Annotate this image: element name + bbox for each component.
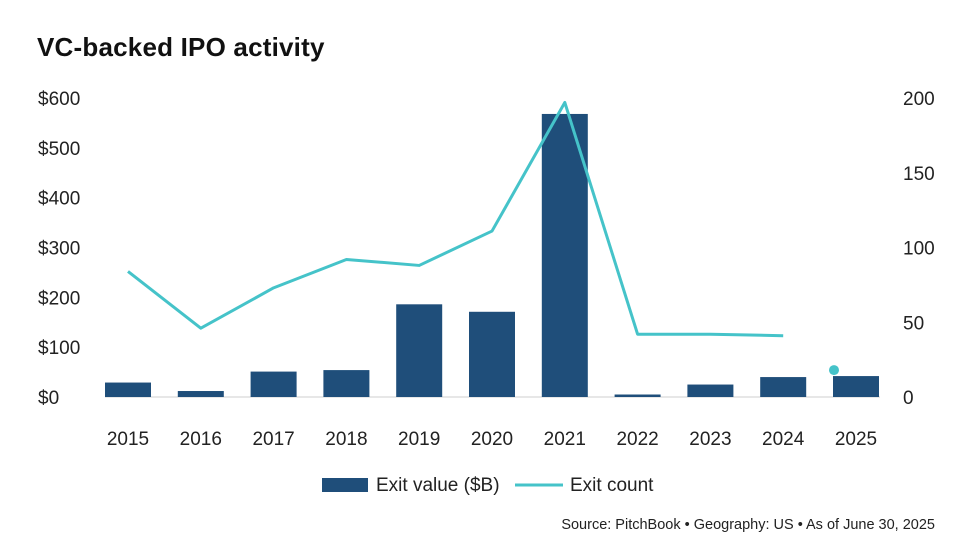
bar-series bbox=[105, 113, 879, 398]
chart-title: VC-backed IPO activity bbox=[37, 32, 325, 62]
bar bbox=[760, 377, 807, 397]
legend: Exit value ($B) Exit count bbox=[322, 475, 654, 496]
left-tick-label: $600 bbox=[38, 89, 80, 110]
right-axis: 0 50 100 150 200 bbox=[903, 89, 935, 409]
line-path bbox=[127, 100, 784, 338]
x-tick-label: 2025 bbox=[835, 429, 877, 450]
x-tick-label: 2020 bbox=[471, 429, 513, 450]
x-tick-label: 2022 bbox=[616, 429, 658, 450]
bar bbox=[614, 394, 661, 397]
bar bbox=[469, 311, 515, 397]
left-tick-label: $400 bbox=[38, 189, 80, 210]
source-note: Source: PitchBook • Geography: US • As o… bbox=[561, 517, 935, 533]
x-tick-label: 2024 bbox=[762, 429, 805, 450]
x-tick-label: 2021 bbox=[544, 429, 586, 450]
x-tick-label: 2023 bbox=[689, 429, 731, 450]
x-tick-label: 2019 bbox=[398, 429, 440, 450]
bar bbox=[541, 113, 588, 398]
bar bbox=[105, 382, 151, 397]
left-tick-label: $100 bbox=[38, 338, 80, 359]
left-axis: $0 $100 $200 $300 $400 $500 $600 bbox=[38, 89, 80, 409]
bar bbox=[396, 304, 443, 397]
right-tick-label: 150 bbox=[903, 164, 935, 185]
legend-label-exit-value: Exit value ($B) bbox=[376, 475, 500, 496]
bar bbox=[323, 370, 370, 397]
x-axis: 2015 2016 2017 2018 2019 2020 2021 2022 2023 2024… bbox=[107, 429, 877, 450]
right-tick-label: 50 bbox=[903, 313, 924, 334]
left-tick-label: $200 bbox=[38, 288, 80, 309]
bar bbox=[687, 384, 734, 397]
right-tick-label: 100 bbox=[903, 239, 935, 260]
left-tick-label: $300 bbox=[38, 239, 80, 260]
legend-bar-swatch bbox=[322, 478, 368, 492]
right-tick-label: 0 bbox=[903, 388, 914, 409]
line-series bbox=[127, 100, 839, 376]
legend-label-exit-count: Exit count bbox=[570, 475, 654, 496]
left-tick-label: $0 bbox=[38, 388, 59, 409]
x-tick-label: 2015 bbox=[107, 429, 149, 450]
x-tick-label: 2016 bbox=[180, 429, 222, 450]
line-point bbox=[829, 365, 839, 376]
x-tick-label: 2018 bbox=[325, 429, 367, 450]
bar bbox=[177, 391, 224, 397]
bar bbox=[250, 371, 297, 397]
left-tick-label: $500 bbox=[38, 139, 80, 160]
right-tick-label: 200 bbox=[903, 89, 935, 110]
x-tick-label: 2017 bbox=[252, 429, 294, 450]
bar bbox=[833, 376, 879, 397]
